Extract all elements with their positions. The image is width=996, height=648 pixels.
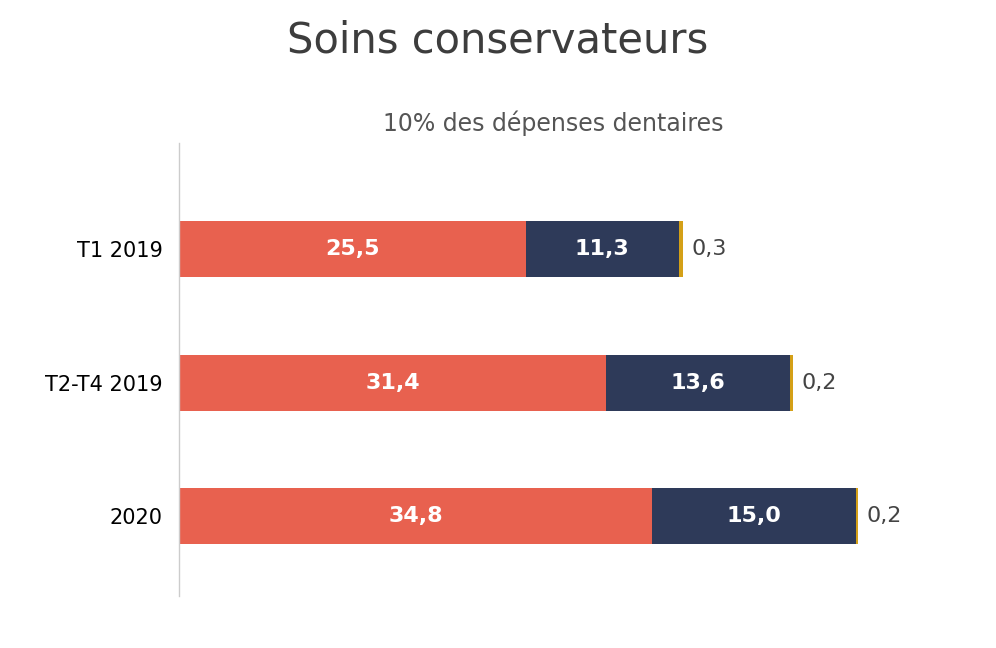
Bar — [526, 221, 679, 277]
Text: 34,8: 34,8 — [388, 506, 443, 526]
Bar — [652, 488, 856, 544]
Text: 13,6: 13,6 — [670, 373, 725, 393]
Text: 11,3: 11,3 — [575, 239, 629, 259]
Text: 25,5: 25,5 — [326, 239, 379, 259]
Text: 0,2: 0,2 — [802, 373, 837, 393]
Bar — [856, 488, 859, 544]
Bar — [606, 354, 791, 411]
Title: 10% des dépenses dentaires: 10% des dépenses dentaires — [382, 111, 723, 137]
Bar — [179, 488, 652, 544]
Text: 15,0: 15,0 — [726, 506, 781, 526]
Text: 0,3: 0,3 — [691, 239, 727, 259]
Bar — [679, 221, 683, 277]
Text: 31,4: 31,4 — [366, 373, 420, 393]
Bar — [179, 354, 606, 411]
Bar — [179, 221, 526, 277]
Bar — [791, 354, 793, 411]
Text: Soins conservateurs: Soins conservateurs — [288, 19, 708, 62]
Text: 0,2: 0,2 — [867, 506, 902, 526]
